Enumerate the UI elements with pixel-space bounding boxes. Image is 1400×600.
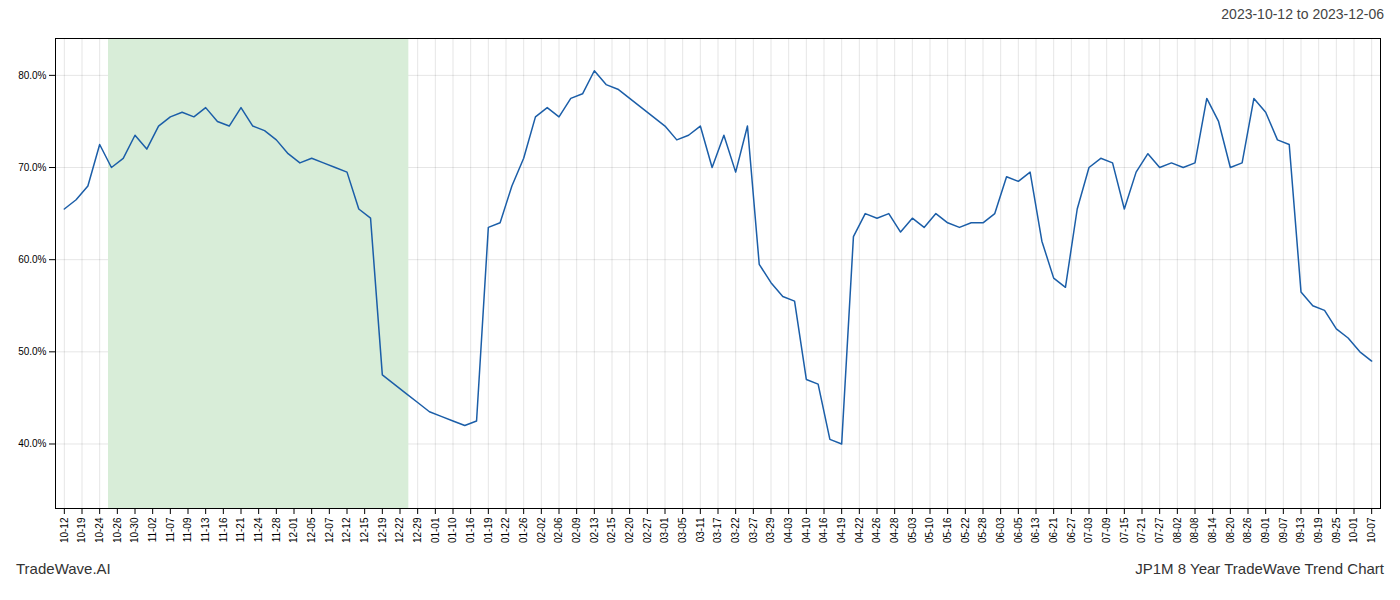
svg-text:05-22: 05-22 bbox=[960, 517, 971, 543]
svg-text:10-12: 10-12 bbox=[59, 517, 70, 543]
svg-text:03-01: 03-01 bbox=[659, 517, 670, 543]
svg-text:03-05: 03-05 bbox=[677, 517, 688, 543]
svg-text:05-28: 05-28 bbox=[977, 517, 988, 543]
svg-text:07-27: 07-27 bbox=[1154, 517, 1165, 543]
svg-text:04-26: 04-26 bbox=[871, 517, 882, 543]
svg-text:10-26: 10-26 bbox=[112, 517, 123, 543]
svg-text:70.0%: 70.0% bbox=[18, 162, 46, 173]
svg-text:01-22: 01-22 bbox=[500, 517, 511, 543]
svg-text:11-21: 11-21 bbox=[235, 517, 246, 542]
svg-text:02-20: 02-20 bbox=[624, 517, 635, 543]
svg-text:05-03: 05-03 bbox=[907, 517, 918, 543]
svg-text:08-20: 08-20 bbox=[1225, 517, 1236, 543]
svg-text:60.0%: 60.0% bbox=[18, 254, 46, 265]
svg-text:02-06: 02-06 bbox=[553, 517, 564, 543]
svg-text:08-26: 08-26 bbox=[1242, 517, 1253, 543]
svg-text:08-14: 08-14 bbox=[1207, 517, 1218, 543]
svg-text:11-24: 11-24 bbox=[253, 517, 264, 542]
svg-text:01-01: 01-01 bbox=[430, 517, 441, 543]
svg-text:01-16: 01-16 bbox=[465, 517, 476, 543]
svg-text:12-12: 12-12 bbox=[341, 517, 352, 543]
svg-text:04-10: 04-10 bbox=[801, 517, 812, 543]
svg-text:03-29: 03-29 bbox=[765, 517, 776, 543]
svg-text:09-25: 09-25 bbox=[1331, 517, 1342, 543]
svg-text:12-05: 12-05 bbox=[306, 517, 317, 543]
svg-text:10-01: 10-01 bbox=[1348, 517, 1359, 543]
svg-text:11-28: 11-28 bbox=[271, 517, 282, 542]
svg-text:10-07: 10-07 bbox=[1366, 517, 1377, 543]
svg-text:11-07: 11-07 bbox=[165, 517, 176, 542]
svg-text:12-22: 12-22 bbox=[394, 517, 405, 543]
svg-text:03-22: 03-22 bbox=[730, 517, 741, 543]
svg-text:02-02: 02-02 bbox=[536, 517, 547, 543]
svg-text:03-17: 03-17 bbox=[712, 517, 723, 543]
svg-text:12-15: 12-15 bbox=[359, 517, 370, 543]
svg-text:07-03: 07-03 bbox=[1083, 517, 1094, 543]
svg-text:11-02: 11-02 bbox=[147, 517, 158, 542]
svg-text:08-08: 08-08 bbox=[1189, 517, 1200, 543]
svg-text:40.0%: 40.0% bbox=[18, 438, 46, 449]
svg-text:11-13: 11-13 bbox=[200, 517, 211, 542]
svg-text:01-10: 01-10 bbox=[447, 517, 458, 543]
svg-text:01-26: 01-26 bbox=[518, 517, 529, 543]
svg-text:11-16: 11-16 bbox=[218, 517, 229, 542]
html-text:TradeWave.AI: TradeWave.AI bbox=[16, 560, 111, 577]
svg-text:04-19: 04-19 bbox=[836, 517, 847, 543]
svg-text:10-19: 10-19 bbox=[76, 517, 87, 543]
svg-text:03-27: 03-27 bbox=[748, 517, 759, 543]
svg-text:04-28: 04-28 bbox=[889, 517, 900, 543]
svg-text:07-15: 07-15 bbox=[1119, 517, 1130, 543]
svg-text:02-09: 02-09 bbox=[571, 517, 582, 543]
svg-text:05-10: 05-10 bbox=[924, 517, 935, 543]
svg-text:06-05: 06-05 bbox=[1013, 517, 1024, 543]
svg-text:09-01: 09-01 bbox=[1260, 517, 1271, 543]
svg-text:01-19: 01-19 bbox=[483, 517, 494, 543]
svg-text:02-13: 02-13 bbox=[589, 517, 600, 543]
svg-text:04-03: 04-03 bbox=[783, 517, 794, 543]
svg-text:07-09: 07-09 bbox=[1101, 517, 1112, 543]
svg-text:06-21: 06-21 bbox=[1048, 517, 1059, 543]
svg-text:08-02: 08-02 bbox=[1172, 517, 1183, 543]
svg-text:12-19: 12-19 bbox=[377, 517, 388, 543]
svg-text:10-24: 10-24 bbox=[94, 517, 105, 543]
svg-text:09-13: 09-13 bbox=[1295, 517, 1306, 543]
svg-text:06-03: 06-03 bbox=[995, 517, 1006, 543]
svg-text:09-19: 09-19 bbox=[1313, 517, 1324, 543]
svg-text:12-07: 12-07 bbox=[324, 517, 335, 543]
html-text:JP1M 8 Year TradeWave Trend Ch: JP1M 8 Year TradeWave Trend Chart bbox=[1135, 560, 1384, 577]
svg-text:06-27: 06-27 bbox=[1066, 517, 1077, 543]
svg-text:12-01: 12-01 bbox=[288, 517, 299, 543]
svg-text:50.0%: 50.0% bbox=[18, 346, 46, 357]
svg-text:11-09: 11-09 bbox=[182, 517, 193, 542]
svg-text:80.0%: 80.0% bbox=[18, 70, 46, 81]
svg-text:02-27: 02-27 bbox=[642, 517, 653, 543]
svg-text:02-15: 02-15 bbox=[606, 517, 617, 543]
svg-text:06-13: 06-13 bbox=[1030, 517, 1041, 543]
svg-text:04-16: 04-16 bbox=[818, 517, 829, 543]
svg-text:03-11: 03-11 bbox=[695, 517, 706, 542]
svg-text:05-16: 05-16 bbox=[942, 517, 953, 543]
svg-text:04-22: 04-22 bbox=[854, 517, 865, 543]
svg-text:10-30: 10-30 bbox=[129, 517, 140, 543]
html-text:2023-10-12 to 2023-12-06: 2023-10-12 to 2023-12-06 bbox=[1221, 6, 1384, 22]
svg-text:09-07: 09-07 bbox=[1278, 517, 1289, 543]
svg-text:07-21: 07-21 bbox=[1136, 517, 1147, 543]
svg-text:12-29: 12-29 bbox=[412, 517, 423, 543]
